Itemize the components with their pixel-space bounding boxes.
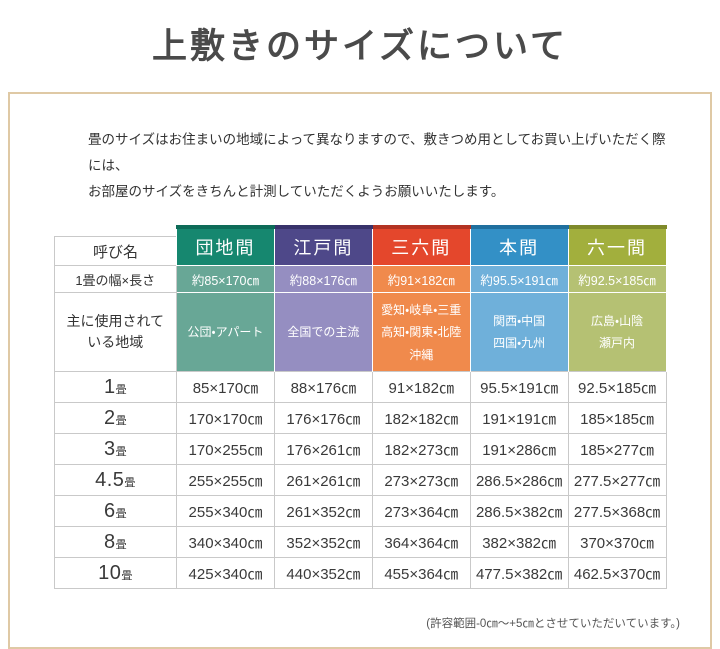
width-cell: 約91×182㎝ (372, 266, 470, 293)
size-label: 10畳 (54, 558, 177, 589)
region-cell: 愛知・岐阜・三重 高知・関東・北陸 沖縄 (372, 293, 470, 372)
size-cell: 182×182㎝ (372, 403, 470, 434)
size-cell: 88×176㎝ (274, 372, 372, 403)
size-cell: 440×352㎝ (274, 558, 372, 589)
corner-header-label: 呼び名 (54, 236, 176, 265)
table-row-region: 主に使用されて いる地域公団・アパート全国での主流愛知・岐阜・三重 高知・関東・… (54, 293, 666, 372)
page: 上敷きのサイズについて 畳のサイズはお住まいの地域によって異なりますので、敷きつ… (0, 24, 720, 649)
size-cell: 340×340㎝ (177, 527, 275, 558)
size-label: 1畳 (54, 372, 177, 403)
size-cell: 191×191㎝ (470, 403, 568, 434)
size-label: 4.5畳 (54, 465, 177, 496)
column-header: 江戸間 (274, 227, 372, 266)
size-cell: 277.5×277㎝ (568, 465, 666, 496)
size-cell: 261×352㎝ (274, 496, 372, 527)
size-cell: 91×182㎝ (372, 372, 470, 403)
region-cell: 広島・山陰 瀬戸内 (568, 293, 666, 372)
size-cell: 191×286㎝ (470, 434, 568, 465)
region-cell: 全国での主流 (274, 293, 372, 372)
column-header: 団地間 (177, 227, 275, 266)
size-cell: 92.5×185㎝ (568, 372, 666, 403)
size-cell: 185×277㎝ (568, 434, 666, 465)
size-number: 10 (98, 562, 121, 584)
size-cell: 364×364㎝ (372, 527, 470, 558)
size-cell: 261×261㎝ (274, 465, 372, 496)
size-cell: 382×382㎝ (470, 527, 568, 558)
size-cell: 352×352㎝ (274, 527, 372, 558)
table-row-header: 呼び名団地間江戸間三六間本間六一間 (54, 227, 666, 266)
content-box: 畳のサイズはお住まいの地域によって異なりますので、敷きつめ用としてお買い上げいた… (8, 92, 712, 649)
size-cell: 462.5×370㎝ (568, 558, 666, 589)
column-header: 六一間 (568, 227, 666, 266)
size-cell: 95.5×191㎝ (470, 372, 568, 403)
size-label: 8畳 (54, 527, 177, 558)
size-cell: 455×364㎝ (372, 558, 470, 589)
size-label: 2畳 (54, 403, 177, 434)
size-cell: 85×170㎝ (177, 372, 275, 403)
size-cell: 182×273㎝ (372, 434, 470, 465)
corner-header-cell: 呼び名 (54, 227, 177, 266)
size-cell: 176×176㎝ (274, 403, 372, 434)
width-cell: 約95.5×191㎝ (470, 266, 568, 293)
size-cell: 185×185㎝ (568, 403, 666, 434)
region-cell: 公団・アパート (177, 293, 275, 372)
size-cell: 277.5×368㎝ (568, 496, 666, 527)
width-cell: 約92.5×185㎝ (568, 266, 666, 293)
size-number: 3 (104, 438, 116, 460)
size-number: 2 (104, 407, 116, 429)
size-number: 6 (104, 500, 116, 522)
column-header: 本間 (470, 227, 568, 266)
size-cell: 170×255㎝ (177, 434, 275, 465)
size-table-head: 呼び名団地間江戸間三六間本間六一間 (54, 227, 666, 266)
size-unit: 畳 (116, 384, 127, 396)
width-cell: 約85×170㎝ (177, 266, 275, 293)
size-number: 8 (104, 531, 116, 553)
size-cell: 273×273㎝ (372, 465, 470, 496)
size-unit: 畳 (116, 539, 127, 551)
size-cell: 286.5×382㎝ (470, 496, 568, 527)
row-label-region: 主に使用されて いる地域 (54, 293, 177, 372)
size-cell: 273×364㎝ (372, 496, 470, 527)
width-cell: 約88×176㎝ (274, 266, 372, 293)
size-cell: 255×340㎝ (177, 496, 275, 527)
row-label-width: 1畳の幅×長さ (54, 266, 177, 293)
size-label: 3畳 (54, 434, 177, 465)
size-unit: 畳 (124, 477, 135, 489)
region-cell: 関西・中国 四国・九州 (470, 293, 568, 372)
size-cell: 176×261㎝ (274, 434, 372, 465)
size-unit: 畳 (116, 446, 127, 458)
size-cell: 425×340㎝ (177, 558, 275, 589)
size-cell: 286.5×286㎝ (470, 465, 568, 496)
size-cell: 170×170㎝ (177, 403, 275, 434)
page-title: 上敷きのサイズについて (0, 24, 720, 70)
size-cell: 255×255㎝ (177, 465, 275, 496)
intro-text: 畳のサイズはお住まいの地域によって異なりますので、敷きつめ用としてお買い上げいた… (88, 127, 670, 206)
tolerance-note: (許容範囲-0㎝〜+5㎝とさせていただいています。) (10, 615, 680, 631)
size-cell: 370×370㎝ (568, 527, 666, 558)
size-label: 6畳 (54, 496, 177, 527)
size-number: 1 (104, 376, 116, 398)
size-unit: 畳 (116, 508, 127, 520)
size-unit: 畳 (121, 570, 132, 582)
size-cell: 477.5×382㎝ (470, 558, 568, 589)
size-number: 4.5 (95, 469, 124, 491)
column-header: 三六間 (372, 227, 470, 266)
size-unit: 畳 (116, 415, 127, 427)
